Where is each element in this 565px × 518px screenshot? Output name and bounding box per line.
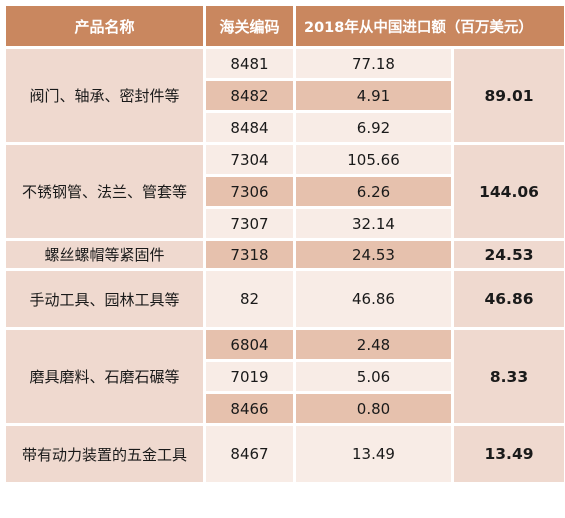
import-table-container: 产品名称 海关编码 2018年从中国进口额（百万美元） 阀门、轴承、密封件等 8… — [3, 3, 565, 514]
customs-code-cell: 7304 — [206, 145, 293, 174]
import-value-cell: 105.66 — [296, 145, 451, 174]
group-total-cell: 144.06 — [454, 145, 565, 238]
table-row: 8484 6.92 — [6, 113, 564, 142]
table-row: 不锈钢管、法兰、管套等 7304 105.66 144.06 — [6, 145, 565, 238]
product-name-cell: 不锈钢管、法兰、管套等 — [6, 145, 203, 238]
group-total-cell: 89.01 — [454, 49, 565, 142]
group-total-cell: 46.86 — [454, 271, 565, 327]
customs-code-cell: 8467 — [206, 426, 293, 482]
customs-code-cell: 7019 — [206, 362, 293, 391]
customs-code-cell: 7307 — [206, 209, 293, 238]
import-value-cell: 6.26 — [296, 177, 451, 206]
import-value-cell: 24.53 — [296, 241, 451, 268]
group-total-cell: 24.53 — [454, 241, 565, 268]
product-name-cell: 螺丝螺帽等紧固件 — [6, 241, 203, 268]
import-value-cell: 4.91 — [296, 81, 451, 110]
import-value-cell: 13.49 — [296, 426, 451, 482]
table-row: 螺丝螺帽等紧固件 7318 24.53 24.53 — [6, 241, 565, 268]
import-value-cell: 77.18 — [296, 49, 451, 78]
import-value-cell: 46.86 — [296, 271, 451, 327]
import-value-cell: 6.92 — [296, 113, 451, 142]
table-row: 8466 0.80 — [6, 394, 564, 423]
group-total-cell: 8.33 — [454, 330, 565, 423]
table-row: 7306 6.26 — [6, 177, 564, 206]
group-total-cell: 13.49 — [454, 426, 565, 482]
import-table: 产品名称 海关编码 2018年从中国进口额（百万美元） 阀门、轴承、密封件等 8… — [3, 3, 565, 485]
import-value-cell: 32.14 — [296, 209, 451, 238]
customs-code-cell: 7306 — [206, 177, 293, 206]
customs-code-cell: 8482 — [206, 81, 293, 110]
import-value-cell: 0.80 — [296, 394, 451, 423]
import-value-cell: 5.06 — [296, 362, 451, 391]
product-name-cell: 磨具磨料、石磨石碾等 — [6, 330, 203, 423]
product-name-cell: 手动工具、园林工具等 — [6, 271, 203, 327]
customs-code-cell: 6804 — [206, 330, 293, 359]
header-customs-code: 海关编码 — [206, 6, 293, 46]
customs-code-cell: 82 — [206, 271, 293, 327]
table-row: 8482 4.91 — [6, 81, 564, 110]
table-row: 手动工具、园林工具等 82 46.86 46.86 — [6, 271, 565, 327]
product-name-cell: 阀门、轴承、密封件等 — [6, 49, 203, 142]
customs-code-cell: 8466 — [206, 394, 293, 423]
header-import-value: 2018年从中国进口额（百万美元） — [296, 6, 565, 46]
customs-code-cell: 8481 — [206, 49, 293, 78]
table-row: 磨具磨料、石磨石碾等 6804 2.48 8.33 — [6, 330, 565, 423]
import-value-cell: 2.48 — [296, 330, 451, 359]
table-row: 7019 5.06 — [6, 362, 564, 391]
customs-code-cell: 7318 — [206, 241, 293, 268]
header-row: 产品名称 海关编码 2018年从中国进口额（百万美元） — [6, 6, 565, 46]
customs-code-cell: 8484 — [206, 113, 293, 142]
header-product-name: 产品名称 — [6, 6, 203, 46]
table-row: 7307 32.14 — [6, 209, 564, 238]
table-row: 阀门、轴承、密封件等 8481 77.18 89.01 — [6, 49, 565, 142]
table-row: 带有动力装置的五金工具 8467 13.49 13.49 — [6, 426, 565, 482]
product-name-cell: 带有动力装置的五金工具 — [6, 426, 203, 482]
